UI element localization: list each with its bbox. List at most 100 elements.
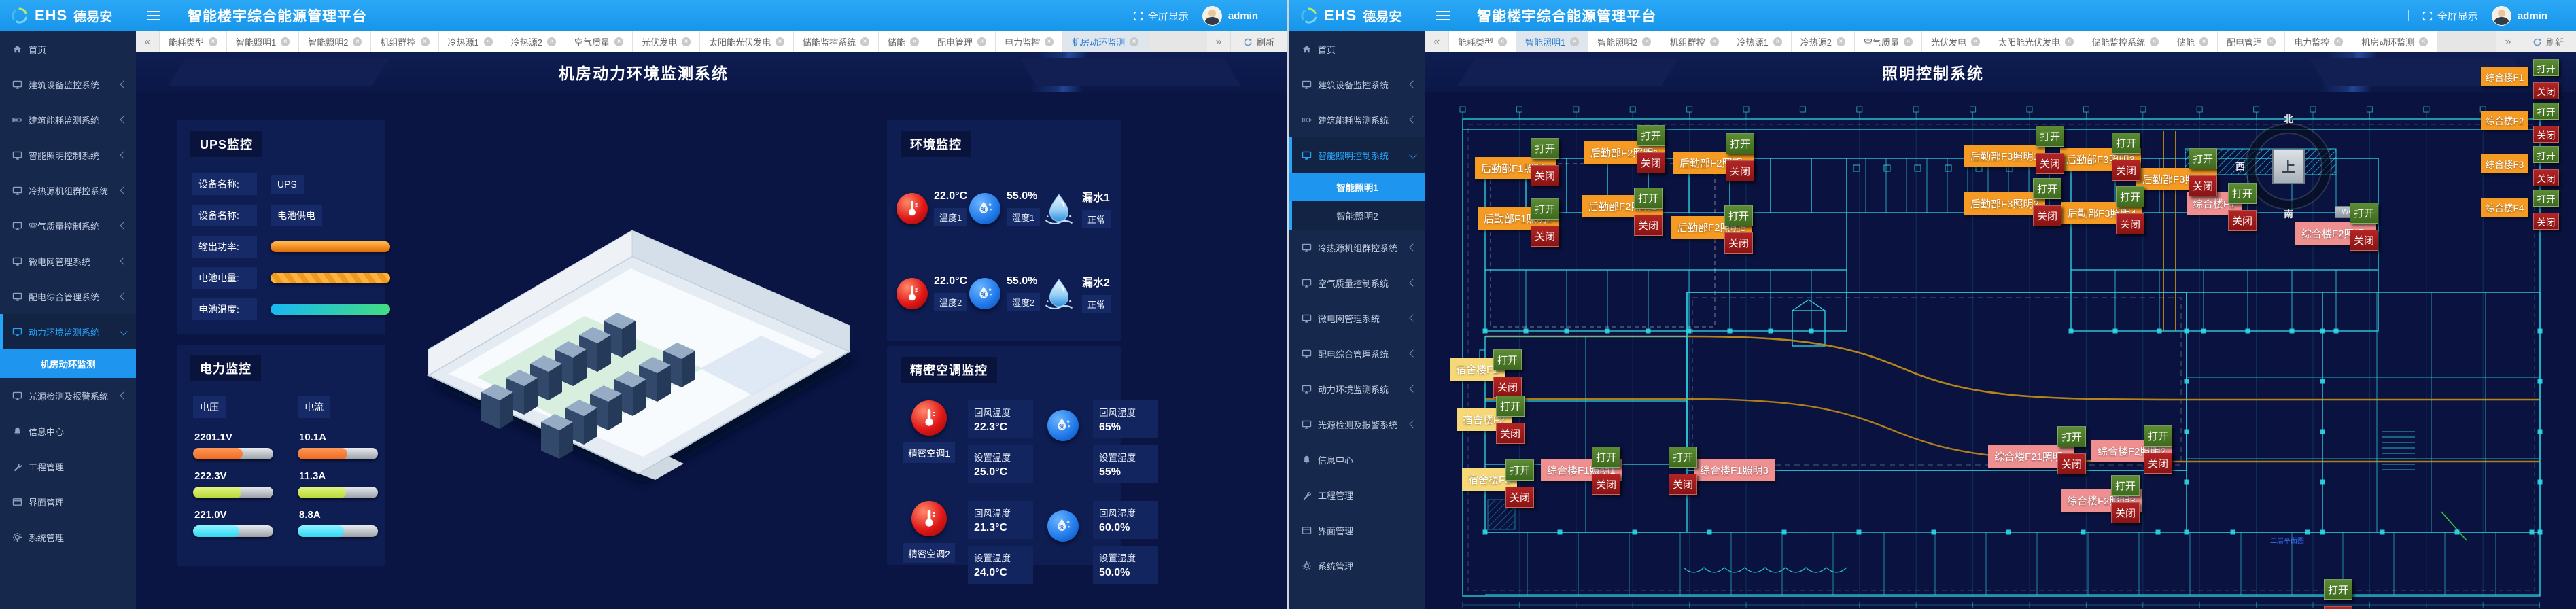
tab-能耗类型[interactable]: 能耗类型 ×	[1449, 31, 1517, 52]
tab-机房动环监测[interactable]: 机房动环监测 ×	[1063, 31, 1149, 52]
tab-配电管理[interactable]: 配电管理 ×	[928, 31, 996, 52]
tab-close-icon[interactable]: ×	[420, 37, 430, 46]
light-open-button[interactable]: 打开	[2324, 579, 2352, 600]
refresh-button[interactable]: 刷新	[2520, 31, 2576, 52]
light-open-button[interactable]: 打开	[1505, 459, 1534, 481]
tab-光伏发电[interactable]: 光伏发电 ×	[632, 31, 700, 52]
tab-空气质量[interactable]: 空气质量 ×	[1854, 31, 1922, 52]
fullscreen-button[interactable]: 全屏显示	[2422, 9, 2478, 23]
tab-close-icon[interactable]: ×	[2150, 37, 2159, 46]
light-close-button[interactable]: 关闭	[2116, 213, 2144, 234]
sidebar-item-工程管理[interactable]: 工程管理	[0, 449, 136, 484]
tabs-scroll-right-button[interactable]: »	[1206, 31, 1231, 52]
sidebar-item-首页[interactable]: 首页	[0, 31, 136, 67]
tab-close-icon[interactable]: ×	[776, 37, 785, 46]
light-open-button[interactable]: 打开	[2036, 126, 2064, 147]
light-open-button[interactable]: 打开	[2533, 103, 2559, 120]
light-open-button[interactable]: 打开	[2033, 178, 2061, 199]
tab-close-icon[interactable]: ×	[1642, 37, 1652, 46]
light-close-button[interactable]: 关闭	[1493, 377, 1522, 398]
light-close-button[interactable]: 关闭	[2533, 126, 2559, 143]
tab-close-icon[interactable]: ×	[860, 37, 870, 46]
tab-close-icon[interactable]: ×	[353, 37, 362, 46]
tab-太阳能光伏发电[interactable]: 太阳能光伏发电 ×	[1989, 31, 2084, 52]
tab-close-icon[interactable]: ×	[2199, 37, 2209, 46]
tab-close-icon[interactable]: ×	[1836, 37, 1845, 46]
tab-储能监控系统[interactable]: 储能监控系统 ×	[794, 31, 880, 52]
tab-智能照明1[interactable]: 智能照明1 ×	[1516, 31, 1589, 52]
light-open-button[interactable]: 打开	[1496, 396, 1525, 417]
tab-close-icon[interactable]: ×	[2065, 37, 2074, 46]
user-menu[interactable]: admin	[2491, 5, 2547, 26]
tab-close-icon[interactable]: ×	[1130, 37, 1139, 46]
sidebar-subitem-智能照明1[interactable]: 智能照明1	[1289, 173, 1425, 201]
light-open-button[interactable]: 打开	[1634, 188, 1663, 209]
light-close-button[interactable]: 关闭	[1531, 165, 1559, 186]
sidebar-subitem-机房动环监测[interactable]: 机房动环监测	[0, 349, 136, 378]
tab-光伏发电[interactable]: 光伏发电 ×	[1921, 31, 1989, 52]
sidebar-item-微电网管理系统[interactable]: 微电网管理系统	[0, 243, 136, 279]
sidebar-subitem-智能照明2[interactable]: 智能照明2	[1336, 211, 1378, 222]
light-close-button[interactable]: 关闭	[2111, 502, 2140, 523]
light-open-button[interactable]: 打开	[1493, 349, 1522, 370]
tab-close-icon[interactable]: ×	[1903, 37, 1913, 46]
tab-储能监控系统[interactable]: 储能监控系统 ×	[2083, 31, 2169, 52]
light-open-button[interactable]: 打开	[2350, 203, 2378, 224]
tab-机组群控[interactable]: 机组群控 ×	[371, 31, 439, 52]
tab-冷热源1[interactable]: 冷热源1 ×	[438, 31, 502, 52]
tab-close-icon[interactable]: ×	[614, 37, 623, 46]
light-close-button[interactable]: 关闭	[2033, 205, 2061, 226]
light-open-button[interactable]: 打开	[2228, 183, 2257, 204]
light-close-button[interactable]: 关闭	[2533, 213, 2559, 230]
tab-close-icon[interactable]: ×	[2267, 37, 2276, 46]
light-close-button[interactable]: 关闭	[1505, 487, 1534, 508]
light-open-button[interactable]: 打开	[2057, 426, 2086, 447]
light-open-button[interactable]: 打开	[2533, 146, 2559, 163]
sidebar-item-建筑能耗监测系统[interactable]: 建筑能耗监测系统	[1289, 102, 1425, 137]
sidebar-item-工程管理[interactable]: 工程管理	[1289, 477, 1425, 512]
tabs-scroll-left-button[interactable]: «	[1425, 31, 1449, 52]
light-close-button[interactable]: 关闭	[2350, 230, 2378, 251]
light-close-button[interactable]: 关闭	[1726, 160, 1754, 181]
tab-冷热源2[interactable]: 冷热源2 ×	[502, 31, 565, 52]
tab-智能照明2[interactable]: 智能照明2 ×	[1588, 31, 1661, 52]
menu-toggle-icon[interactable]	[147, 14, 160, 17]
tab-机房动环监测[interactable]: 机房动环监测 ×	[2352, 31, 2438, 52]
light-open-button[interactable]: 打开	[2189, 148, 2217, 169]
light-open-button[interactable]: 打开	[1724, 205, 1753, 226]
light-close-button[interactable]: 关闭	[1496, 423, 1525, 444]
sidebar-item-配电综合管理系统[interactable]: 配电综合管理系统	[0, 279, 136, 314]
tab-close-icon[interactable]: ×	[1773, 37, 1782, 46]
sidebar-item-信息中心[interactable]: 信息中心	[1289, 442, 1425, 477]
sidebar-item-动力环境监测系统[interactable]: 动力环境监测系统	[0, 314, 136, 349]
light-open-button[interactable]: 打开	[2111, 475, 2140, 496]
sidebar-item-空气质量控制系统[interactable]: 空气质量控制系统	[0, 208, 136, 243]
sidebar-item-空气质量控制系统[interactable]: 空气质量控制系统	[1289, 265, 1425, 300]
tab-机组群控[interactable]: 机组群控 ×	[1660, 31, 1728, 52]
tab-智能照明1[interactable]: 智能照明1 ×	[227, 31, 300, 52]
sidebar-item-建筑设备监控系统[interactable]: 建筑设备监控系统	[1289, 67, 1425, 102]
light-close-button[interactable]: 关闭	[1592, 474, 1620, 495]
tab-close-icon[interactable]: ×	[910, 37, 920, 46]
light-open-button[interactable]: 打开	[1637, 125, 1665, 146]
tab-close-icon[interactable]: ×	[1045, 37, 1054, 46]
light-open-button[interactable]: 打开	[1531, 198, 1559, 220]
light-open-button[interactable]: 打开	[1726, 133, 1754, 154]
tab-电力监控[interactable]: 电力监控 ×	[2285, 31, 2353, 52]
menu-toggle-icon[interactable]	[1436, 14, 1450, 17]
tab-close-icon[interactable]: ×	[977, 37, 987, 46]
tab-close-icon[interactable]: ×	[1498, 37, 1508, 46]
sidebar-item-智能照明控制系统[interactable]: 智能照明控制系统	[0, 137, 136, 173]
sidebar-item-光源检测及报警系统[interactable]: 光源检测及报警系统	[0, 378, 136, 413]
tab-太阳能光伏发电[interactable]: 太阳能光伏发电 ×	[700, 31, 795, 52]
tab-close-icon[interactable]: ×	[209, 37, 218, 46]
tab-close-icon[interactable]: ×	[682, 37, 691, 46]
sidebar-item-系统管理[interactable]: 系统管理	[1289, 548, 1425, 583]
tabs-scroll-right-button[interactable]: »	[2496, 31, 2520, 52]
light-open-button[interactable]: 打开	[2533, 190, 2559, 207]
light-close-button[interactable]: 关闭	[1531, 226, 1559, 247]
tab-close-icon[interactable]: ×	[2419, 37, 2429, 46]
tab-配电管理[interactable]: 配电管理 ×	[2218, 31, 2286, 52]
light-close-button[interactable]: 关闭	[1724, 232, 1753, 254]
tab-冷热源1[interactable]: 冷热源1 ×	[1728, 31, 1792, 52]
